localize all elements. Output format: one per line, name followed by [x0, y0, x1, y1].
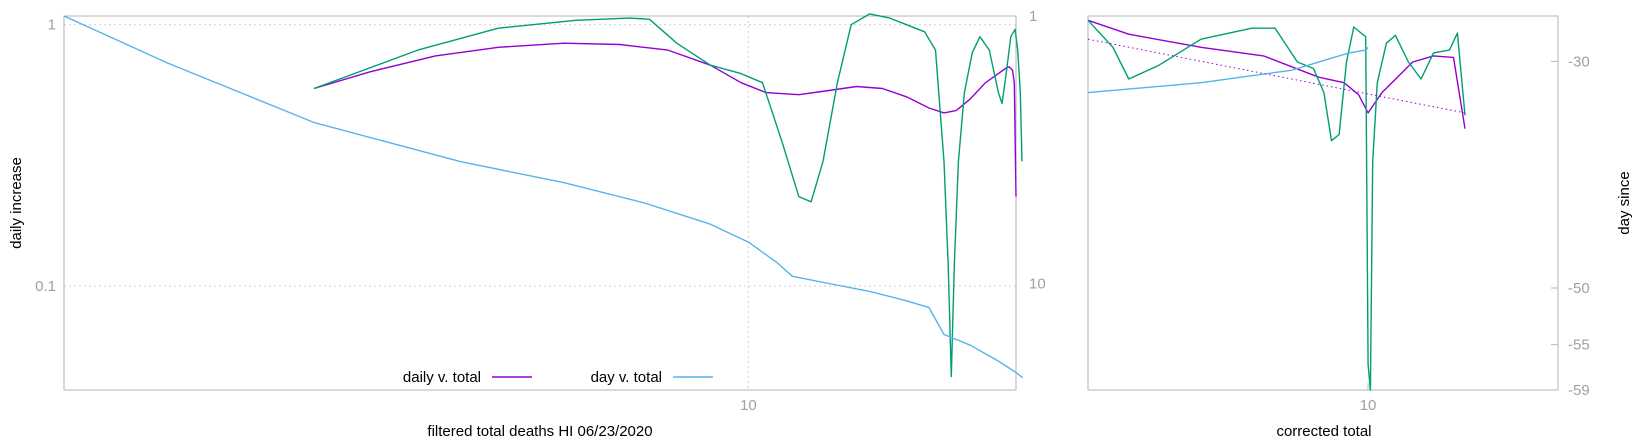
legend: daily v. total day v. total — [403, 369, 713, 386]
left-series-line-2 — [63, 15, 1024, 379]
legend-label-day: day v. total — [591, 369, 662, 386]
right-plot-frame — [1087, 15, 1559, 391]
right-y2-tick-label: -30 — [1568, 53, 1590, 70]
right-ticks: 10 -30 -50 -55 -59 — [1360, 53, 1590, 414]
legend-label-daily: daily v. total — [403, 369, 481, 386]
left-chart-panel: 1 0.1 10 1 10 filtered total deaths HI 06/23… — [8, 8, 1046, 440]
right-series-line-3 — [1087, 38, 1466, 114]
right-x-tick-label: 10 — [1360, 397, 1377, 414]
right-series-line-1 — [1087, 19, 1466, 391]
left-y-tick-label: 0.1 — [35, 278, 56, 295]
right-chart-panel: 10 -30 -50 -55 -59 corrected total day since — [1087, 15, 1633, 440]
left-x-tick-label: 10 — [740, 397, 757, 414]
left-y-tick-label: 1 — [48, 17, 56, 34]
left-grid — [64, 16, 1016, 390]
left-ticks: 1 0.1 10 1 10 — [35, 8, 1046, 414]
left-y-axis-label: daily increase — [8, 157, 25, 249]
left-series-group — [63, 13, 1024, 379]
left-plot-frame — [63, 15, 1017, 391]
left-series-line-0 — [313, 42, 1017, 197]
right-y2-tick-label: -55 — [1568, 337, 1590, 354]
left-y2-tick-label: 1 — [1029, 8, 1037, 25]
right-series-line-0 — [1087, 19, 1466, 129]
left-y2-tick-label: 10 — [1029, 276, 1046, 293]
left-x-axis-label: filtered total deaths HI 06/23/2020 — [427, 423, 652, 440]
right-y2-tick-label: -59 — [1568, 382, 1590, 399]
right-series-group — [1087, 19, 1466, 391]
right-y2-axis-label: day since — [1616, 171, 1633, 234]
right-x-axis-label: corrected total — [1276, 423, 1371, 440]
right-y2-tick-label: -50 — [1568, 280, 1590, 297]
right-series-line-2 — [1087, 46, 1369, 94]
left-series-line-1 — [313, 13, 1023, 378]
